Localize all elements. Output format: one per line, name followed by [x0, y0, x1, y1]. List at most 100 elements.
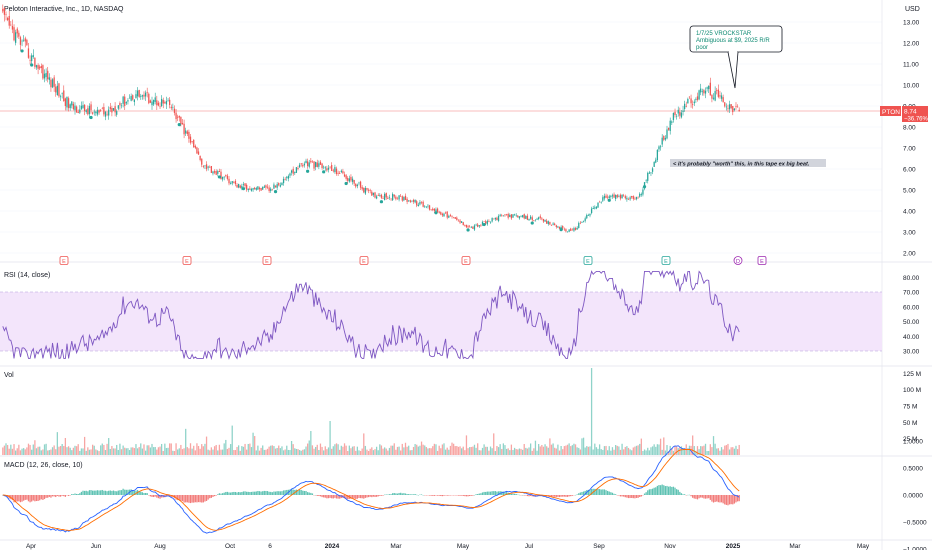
- candle: [27, 42, 30, 59]
- macd-hist-bar: [576, 494, 578, 495]
- macd-hist-bar: [611, 492, 614, 495]
- price-axis[interactable]: 13.0012.0011.0010.009.008.007.006.005.00…: [903, 20, 920, 258]
- macd-hist-bar: [106, 491, 108, 495]
- candle: [477, 223, 479, 228]
- volume-axis[interactable]: 125 M 100 M 75 M 50 M 25 M: [903, 371, 921, 443]
- time-axis[interactable]: Apr Jun Aug Oct 6 2024 Mar May Jul Sep Nov 2025 Mar M…: [26, 543, 870, 550]
- volume-bar: [634, 446, 636, 455]
- inline-note[interactable]: < it's probably "worth" this, in this ta…: [670, 159, 826, 168]
- rsi-axis[interactable]: 80.00 70.00 60.00 50.00 40.00 30.00: [903, 275, 920, 356]
- price-tick-label: 13.00: [903, 20, 920, 27]
- volume-bar: [382, 448, 384, 455]
- macd-hist-bar: [234, 491, 237, 495]
- volume-bar: [27, 443, 30, 455]
- candle: [122, 95, 124, 108]
- macd-hist-bar: [562, 495, 564, 497]
- candle: [688, 96, 691, 100]
- macd-hist-bar: [366, 495, 368, 498]
- candle: [534, 219, 537, 222]
- volume-bar: [380, 445, 383, 455]
- macd-hist-bar: [626, 495, 628, 498]
- macd-hist-bar: [143, 493, 145, 495]
- volume-bar: [701, 446, 703, 455]
- volume-bar: [173, 451, 176, 455]
- candle: [329, 166, 331, 169]
- candle: [531, 215, 533, 222]
- candle: [289, 172, 291, 179]
- volume-bar: [675, 446, 678, 455]
- candle: [513, 213, 516, 216]
- candle: [563, 227, 565, 231]
- macd-hist-bar: [446, 495, 448, 496]
- idea-callout[interactable]: 1/7/25 VROCKSTAR Ambiguous at $9, 2025 R…: [689, 25, 783, 89]
- candle: [205, 161, 208, 172]
- candle: [201, 158, 203, 168]
- svg-text:E: E: [265, 259, 269, 265]
- volume-bar: [39, 446, 41, 455]
- volume-bar: [664, 450, 667, 455]
- volume-bar: [266, 448, 269, 455]
- macd-hist-bar: [45, 495, 47, 498]
- macd-hist-bar: [692, 495, 694, 498]
- candle: [578, 221, 580, 229]
- volume-bar: [29, 444, 31, 455]
- callout-line-2: Ambiguous at $9, 2025 R/R: [696, 38, 770, 44]
- volume-bar: [2, 447, 4, 455]
- candle: [385, 192, 387, 200]
- vol-title[interactable]: Vol: [4, 372, 14, 379]
- candle: [595, 206, 598, 210]
- volume-bar: [204, 443, 206, 455]
- volume-bar: [383, 447, 386, 455]
- candle: [600, 201, 602, 204]
- macd-hist-bar: [469, 495, 471, 497]
- volume-bar: [297, 449, 299, 455]
- candle: [286, 175, 288, 181]
- macd-hist-bar: [183, 495, 185, 503]
- macd-hist-bar: [51, 495, 54, 497]
- rsi-title[interactable]: RSI (14, close): [4, 272, 50, 279]
- volume-bar: [672, 450, 675, 455]
- volume-bar: [5, 443, 7, 455]
- candle: [452, 216, 455, 219]
- currency-label[interactable]: USD: [905, 6, 920, 13]
- candle: [177, 114, 179, 122]
- candle: [247, 188, 249, 193]
- macd-title[interactable]: MACD (12, 26, close, 10): [4, 462, 83, 469]
- volume-bar: [202, 446, 204, 455]
- macd-hist-bar: [722, 495, 724, 504]
- candle: [675, 113, 678, 120]
- volume-bar: [350, 448, 352, 455]
- candle: [241, 183, 243, 191]
- volume-bar: [677, 448, 679, 455]
- volume-bar: [475, 447, 477, 455]
- macd-hist-bar: [295, 489, 298, 495]
- volume-bar: [327, 447, 330, 455]
- volume-bar: [181, 449, 184, 455]
- volume-bar: [141, 448, 144, 455]
- macd-hist-bar: [432, 495, 434, 496]
- macd-hist-bar: [640, 495, 642, 497]
- volume-bar: [236, 446, 238, 455]
- volume-bar: [87, 447, 89, 455]
- candle: [229, 181, 232, 185]
- volume-bar: [420, 441, 423, 455]
- callout-line-1: 1/7/25 VROCKSTAR: [696, 31, 752, 37]
- macd-hist-bar: [212, 495, 214, 497]
- volume-bar: [274, 448, 277, 455]
- macd-hist-bar: [88, 490, 91, 495]
- macd-hist-bar: [674, 487, 676, 495]
- macd-hist-bar: [23, 495, 25, 501]
- volume-bar: [133, 448, 136, 455]
- candle: [651, 166, 654, 175]
- candle: [586, 213, 588, 220]
- macd-hist-bar: [505, 492, 508, 495]
- macd-hist-bar: [151, 495, 153, 497]
- macd-axis[interactable]: 1.0000 0.5000 0.0000 −0.5000 −1.0000: [903, 439, 927, 550]
- candle: [626, 195, 628, 202]
- candle: [98, 109, 100, 115]
- volume-bar: [441, 444, 444, 455]
- volume-bar: [640, 438, 642, 455]
- volume-bar: [154, 446, 156, 455]
